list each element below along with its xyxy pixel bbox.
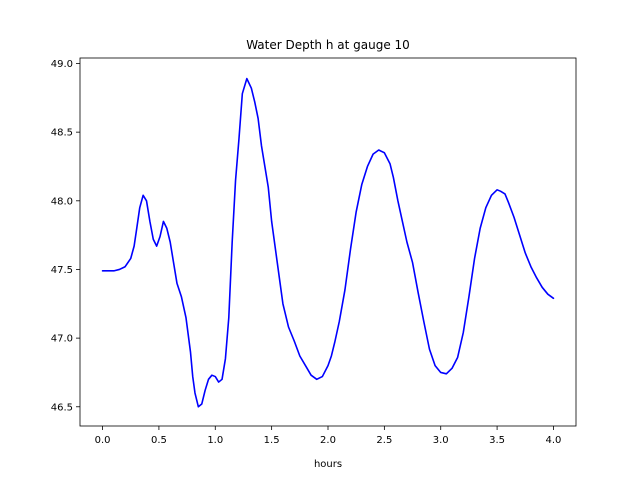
y-tick-label: 48.5 — [51, 128, 73, 139]
x-tick-label: 0.5 — [151, 435, 167, 446]
series-line-0 — [101, 77, 555, 408]
x-tick-label: 3.0 — [433, 435, 449, 446]
y-tick-label: 47.5 — [51, 265, 73, 276]
y-tick-label: 49.0 — [51, 59, 73, 70]
x-tick-label: 2.5 — [376, 435, 392, 446]
y-tick-label: 48.0 — [51, 196, 73, 207]
x-tick-label: 1.5 — [264, 435, 280, 446]
x-tick-label: 2.0 — [320, 435, 336, 446]
x-axis-label: hours — [314, 459, 342, 470]
plot-area: 0.0 0.5 1.0 1.5 2.0 2.5 3.0 3.5 4.0 46.5 47.0 47.5 4… — [51, 57, 577, 446]
x-tick-label: 0.0 — [95, 435, 111, 446]
chart-title: Water Depth h at gauge 10 — [246, 38, 410, 52]
y-tick-label: 46.5 — [51, 402, 73, 413]
x-tick-label: 4.0 — [546, 435, 562, 446]
x-tick-label: 3.5 — [489, 435, 505, 446]
y-tick-label: 47.0 — [51, 334, 73, 345]
x-tick-label: 1.0 — [207, 435, 223, 446]
